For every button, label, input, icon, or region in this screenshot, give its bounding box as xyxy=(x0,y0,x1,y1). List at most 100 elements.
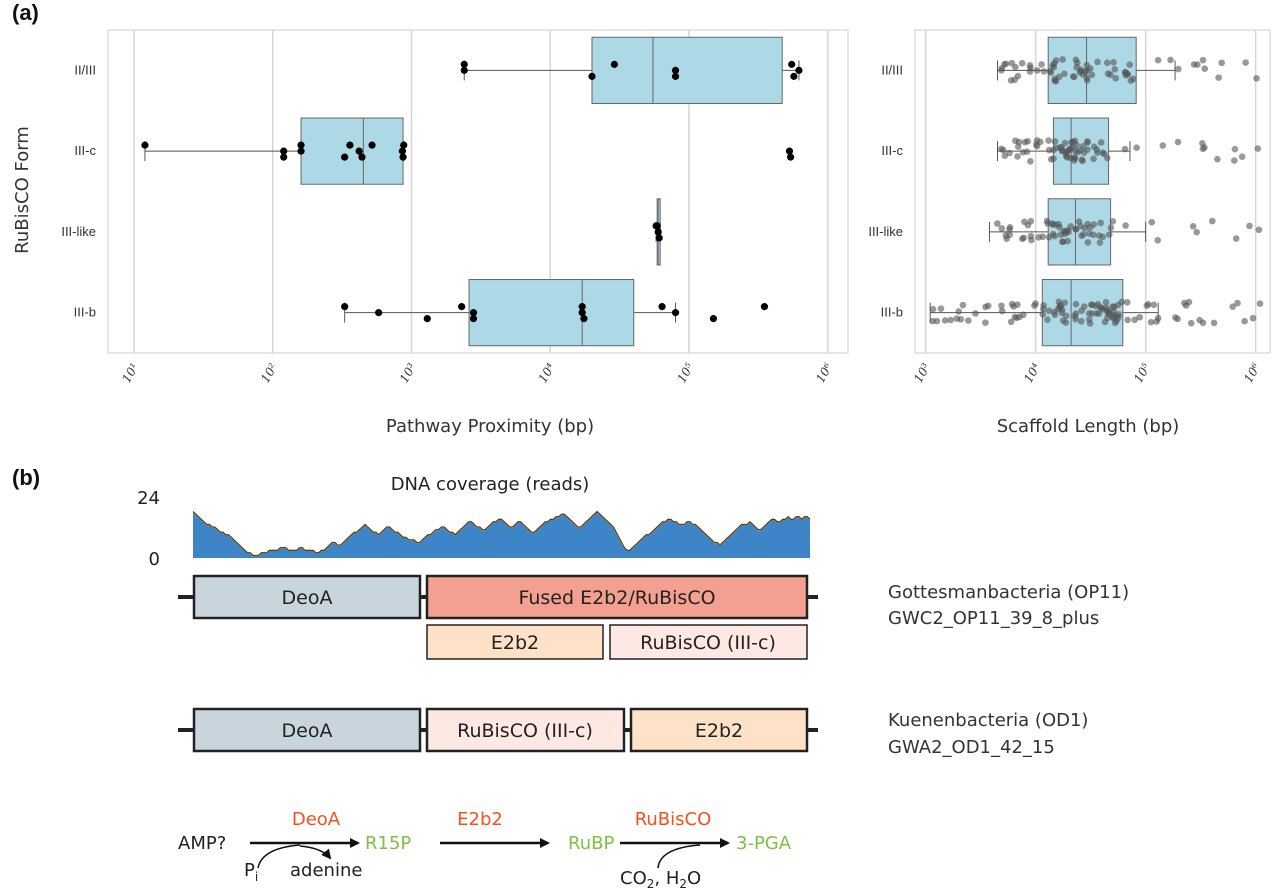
data-point xyxy=(1110,58,1117,66)
data-point xyxy=(671,72,680,80)
data-point xyxy=(1175,65,1182,73)
data-point xyxy=(654,228,662,236)
data-point xyxy=(1045,137,1052,144)
gene-e2b2-label: E2b2 xyxy=(695,720,743,742)
tick-labels: 10¹ 10² 10³ 10⁴ 10⁵ 10⁶ xyxy=(119,361,835,386)
cofactor-adenine: adenine xyxy=(290,860,362,881)
data-point xyxy=(1159,142,1167,149)
data-point xyxy=(955,308,963,315)
data-point xyxy=(1107,224,1115,232)
data-point xyxy=(1210,319,1218,327)
data-point xyxy=(1231,157,1238,164)
data-point xyxy=(1123,298,1131,306)
data-point xyxy=(588,72,596,80)
data-point xyxy=(1032,300,1039,307)
data-point xyxy=(709,315,718,323)
data-point xyxy=(1193,228,1201,236)
coverage-area xyxy=(193,511,810,558)
subgene-rubisco xyxy=(609,624,808,660)
data-point xyxy=(1090,155,1097,163)
data-point xyxy=(1040,302,1047,309)
data-point xyxy=(972,310,979,317)
y-tick-label: III-c xyxy=(74,143,96,158)
data-point xyxy=(399,153,407,161)
data-point xyxy=(1072,56,1080,64)
data-point xyxy=(998,64,1006,72)
plot-frame xyxy=(914,29,1271,354)
data-point xyxy=(1231,145,1239,153)
data-point xyxy=(795,66,803,74)
x-tick-label: 10³ xyxy=(911,361,933,386)
data-point xyxy=(1008,300,1016,308)
x-tick-label: 10² xyxy=(258,361,280,386)
data-point xyxy=(1174,138,1182,146)
data-point xyxy=(1144,301,1152,308)
scaffold-name: GWC2_OP11_39_8_plus xyxy=(888,608,1099,629)
gene-fused xyxy=(425,574,809,620)
data-point xyxy=(1088,71,1096,79)
data-point xyxy=(1242,59,1249,66)
data-point xyxy=(1090,221,1098,228)
y-tick-label: III-b xyxy=(74,305,96,320)
genome-map-gottesmanbacteria: DeoA Fused E2b2/RuBisCO E2b2 RuBisCO (II… xyxy=(178,574,1129,660)
data-point xyxy=(1047,69,1055,76)
enzyme-rubisco: RuBisCO xyxy=(635,809,712,830)
data-point xyxy=(1059,317,1067,324)
data-point xyxy=(790,72,798,80)
data-point xyxy=(1045,307,1053,315)
coverage-ytick-bottom: 0 xyxy=(149,549,160,570)
y-axis-label: RuBisCO Form xyxy=(12,126,33,254)
data-point xyxy=(1111,66,1119,73)
data-point xyxy=(346,141,354,149)
data-point xyxy=(929,305,937,313)
data-point xyxy=(1199,319,1207,327)
data-point xyxy=(953,315,961,322)
data-point xyxy=(1096,239,1104,246)
data-point xyxy=(760,303,769,311)
data-point xyxy=(1050,146,1057,154)
data-point xyxy=(1084,138,1091,145)
data-point xyxy=(1185,298,1193,306)
data-point xyxy=(1102,304,1110,311)
data-point xyxy=(1172,314,1179,321)
data-point xyxy=(984,302,992,310)
data-point xyxy=(341,153,349,161)
data-point xyxy=(965,317,972,324)
data-point xyxy=(997,145,1005,153)
arrow-3-cofactor-in xyxy=(657,844,701,869)
data-point xyxy=(1043,217,1051,225)
data-point xyxy=(1201,65,1209,72)
data-point xyxy=(1052,221,1059,229)
x-tick-label: 10⁵ xyxy=(674,361,696,386)
data-point xyxy=(1024,221,1032,229)
box-body xyxy=(591,36,783,104)
data-point xyxy=(1072,225,1080,233)
data-point xyxy=(1063,154,1071,161)
data-point xyxy=(578,309,586,317)
panel-a-label: (a) xyxy=(12,0,39,25)
x-tick-label: 10⁶ xyxy=(813,361,835,386)
data-point xyxy=(1085,230,1093,237)
subgene-rubisco-label: RuBisCO (III-c) xyxy=(640,632,776,654)
coverage-outline xyxy=(192,510,811,556)
data-point xyxy=(1071,154,1078,161)
data-point xyxy=(1122,71,1130,79)
category-labels: II/III III-c III-like III-b xyxy=(868,62,903,319)
data-point xyxy=(1077,66,1084,73)
data-point xyxy=(1027,64,1034,72)
marks xyxy=(141,36,803,347)
data-point xyxy=(1072,310,1080,317)
data-point xyxy=(1095,232,1103,239)
data-point xyxy=(937,305,945,312)
data-point xyxy=(653,222,661,230)
data-point xyxy=(1014,301,1021,308)
data-point xyxy=(998,307,1006,315)
data-point xyxy=(355,147,363,155)
data-point xyxy=(1085,310,1093,317)
data-point xyxy=(1085,316,1093,323)
data-point xyxy=(1038,61,1045,68)
substrate: AMP? xyxy=(178,833,226,854)
data-point xyxy=(1051,311,1059,319)
data-point xyxy=(1189,223,1197,230)
